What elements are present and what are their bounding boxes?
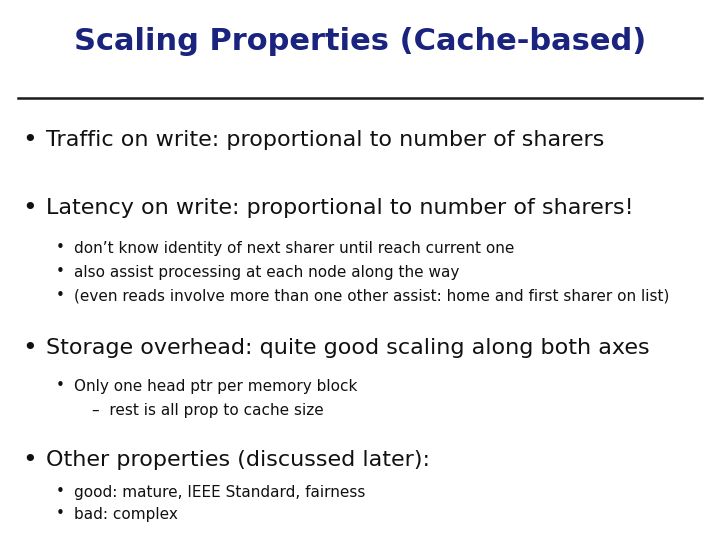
Text: •: • bbox=[56, 288, 65, 303]
Text: Scaling Properties (Cache-based): Scaling Properties (Cache-based) bbox=[74, 28, 646, 57]
Text: also assist processing at each node along the way: also assist processing at each node alon… bbox=[74, 265, 459, 280]
Text: don’t know identity of next sharer until reach current one: don’t know identity of next sharer until… bbox=[74, 240, 514, 255]
Text: •: • bbox=[56, 379, 65, 394]
Text: Traffic on write: proportional to number of sharers: Traffic on write: proportional to number… bbox=[46, 130, 604, 150]
Text: Only one head ptr per memory block: Only one head ptr per memory block bbox=[74, 379, 357, 394]
Text: •: • bbox=[22, 196, 37, 220]
Text: bad: complex: bad: complex bbox=[74, 507, 178, 522]
Text: –  rest is all prop to cache size: – rest is all prop to cache size bbox=[92, 402, 324, 417]
Text: Storage overhead: quite good scaling along both axes: Storage overhead: quite good scaling alo… bbox=[46, 338, 649, 358]
Text: •: • bbox=[56, 507, 65, 522]
Text: Other properties (discussed later):: Other properties (discussed later): bbox=[46, 450, 430, 470]
Text: •: • bbox=[56, 265, 65, 280]
Text: •: • bbox=[56, 240, 65, 255]
Text: •: • bbox=[22, 336, 37, 360]
Text: Latency on write: proportional to number of sharers!: Latency on write: proportional to number… bbox=[46, 198, 634, 218]
Text: •: • bbox=[22, 128, 37, 152]
Text: good: mature, IEEE Standard, fairness: good: mature, IEEE Standard, fairness bbox=[74, 484, 365, 500]
Text: •: • bbox=[22, 448, 37, 472]
Text: (even reads involve more than one other assist: home and first sharer on list): (even reads involve more than one other … bbox=[74, 288, 670, 303]
Text: •: • bbox=[56, 484, 65, 500]
